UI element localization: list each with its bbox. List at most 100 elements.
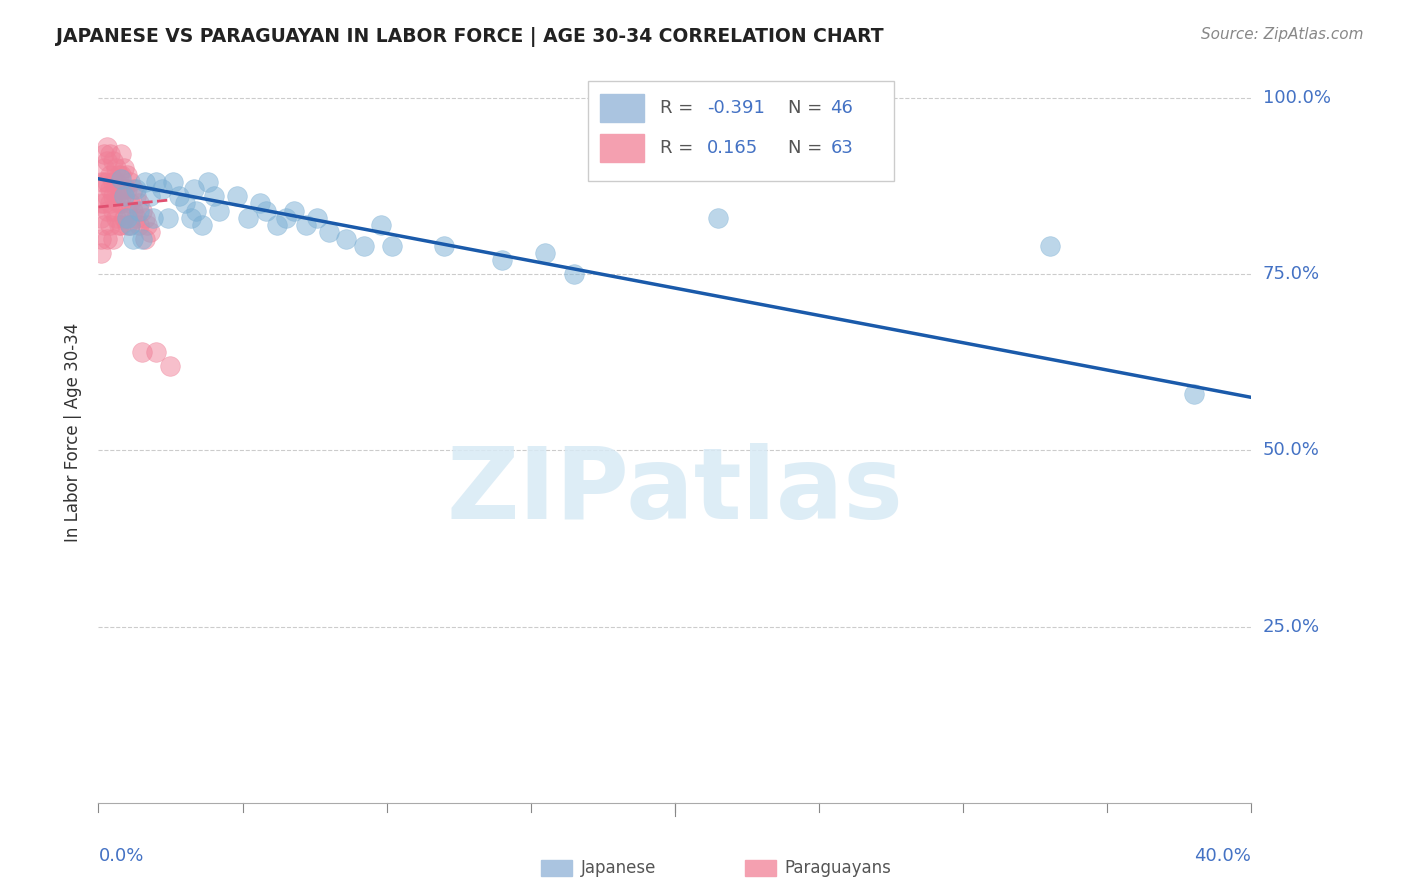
Point bbox=[93, 175, 115, 189]
Point bbox=[117, 211, 139, 225]
Text: 0.0%: 0.0% bbox=[98, 847, 143, 865]
Point bbox=[131, 203, 153, 218]
Point bbox=[120, 218, 142, 232]
Point bbox=[122, 232, 145, 246]
Point bbox=[254, 203, 277, 218]
Point bbox=[101, 189, 124, 203]
Point bbox=[335, 232, 357, 246]
Point bbox=[186, 203, 208, 218]
FancyBboxPatch shape bbox=[600, 135, 644, 162]
Text: R =: R = bbox=[659, 99, 699, 117]
Point bbox=[562, 267, 585, 281]
Point bbox=[112, 211, 135, 225]
Point bbox=[101, 175, 124, 189]
Point bbox=[145, 175, 167, 189]
Point bbox=[283, 203, 305, 218]
Point bbox=[150, 182, 173, 196]
Text: 0.165: 0.165 bbox=[707, 139, 758, 157]
Point bbox=[101, 232, 124, 246]
Point bbox=[104, 211, 127, 225]
Point bbox=[107, 196, 129, 211]
Point bbox=[318, 225, 340, 239]
Text: -0.391: -0.391 bbox=[707, 99, 765, 117]
Point bbox=[139, 189, 162, 203]
Point bbox=[98, 182, 121, 196]
Point bbox=[107, 218, 129, 232]
Point bbox=[353, 239, 375, 253]
Point bbox=[117, 182, 139, 196]
Point bbox=[125, 182, 148, 196]
Point bbox=[90, 232, 112, 246]
FancyBboxPatch shape bbox=[600, 94, 644, 121]
Point bbox=[122, 203, 145, 218]
Point bbox=[381, 239, 404, 253]
Point bbox=[142, 211, 165, 225]
FancyBboxPatch shape bbox=[589, 81, 894, 181]
Point bbox=[131, 232, 153, 246]
Point bbox=[93, 196, 115, 211]
Point bbox=[90, 175, 112, 189]
Point bbox=[107, 168, 129, 182]
Point bbox=[117, 203, 139, 218]
Point bbox=[134, 232, 156, 246]
Point bbox=[128, 203, 150, 218]
Point bbox=[93, 161, 115, 176]
Point bbox=[307, 211, 329, 225]
Point bbox=[197, 175, 219, 189]
Point bbox=[110, 196, 132, 211]
Point bbox=[96, 203, 118, 218]
Point bbox=[534, 245, 557, 260]
Point bbox=[98, 147, 121, 161]
Point bbox=[202, 189, 225, 203]
Point bbox=[180, 211, 202, 225]
Point bbox=[110, 147, 132, 161]
Text: N =: N = bbox=[787, 99, 828, 117]
Point bbox=[93, 218, 115, 232]
Point bbox=[274, 211, 297, 225]
Text: N =: N = bbox=[787, 139, 828, 157]
Point bbox=[98, 218, 121, 232]
Point bbox=[96, 232, 118, 246]
Point bbox=[225, 189, 247, 203]
Point bbox=[117, 218, 139, 232]
Point bbox=[90, 245, 112, 260]
Point bbox=[125, 189, 148, 203]
Point bbox=[131, 344, 153, 359]
Point bbox=[491, 252, 513, 267]
Text: 46: 46 bbox=[831, 99, 853, 117]
Point bbox=[104, 189, 127, 203]
Point bbox=[162, 175, 184, 189]
Point bbox=[156, 211, 179, 225]
Text: 75.0%: 75.0% bbox=[1263, 265, 1320, 283]
Point bbox=[145, 344, 167, 359]
Text: 40.0%: 40.0% bbox=[1195, 847, 1251, 865]
Point bbox=[128, 196, 150, 211]
Point bbox=[208, 203, 231, 218]
Text: 50.0%: 50.0% bbox=[1263, 442, 1320, 459]
Point bbox=[433, 239, 456, 253]
Point bbox=[110, 171, 132, 186]
Point bbox=[112, 189, 135, 203]
Point bbox=[167, 189, 190, 203]
Y-axis label: In Labor Force | Age 30-34: In Labor Force | Age 30-34 bbox=[65, 323, 83, 542]
Point bbox=[134, 175, 156, 189]
Point bbox=[98, 168, 121, 182]
Point bbox=[96, 140, 118, 154]
Text: JAPANESE VS PARAGUAYAN IN LABOR FORCE | AGE 30-34 CORRELATION CHART: JAPANESE VS PARAGUAYAN IN LABOR FORCE | … bbox=[56, 27, 884, 46]
Point bbox=[101, 154, 124, 169]
Text: Japanese: Japanese bbox=[581, 859, 657, 877]
Point bbox=[110, 168, 132, 182]
Point bbox=[191, 218, 214, 232]
Text: 63: 63 bbox=[831, 139, 853, 157]
Point bbox=[120, 218, 142, 232]
Point bbox=[707, 211, 730, 225]
Text: R =: R = bbox=[659, 139, 699, 157]
Text: 100.0%: 100.0% bbox=[1263, 88, 1331, 107]
Point bbox=[98, 196, 121, 211]
Point bbox=[139, 225, 162, 239]
Text: 25.0%: 25.0% bbox=[1263, 617, 1320, 635]
Point bbox=[120, 175, 142, 189]
Point bbox=[134, 211, 156, 225]
Point bbox=[110, 218, 132, 232]
Point bbox=[112, 182, 135, 196]
